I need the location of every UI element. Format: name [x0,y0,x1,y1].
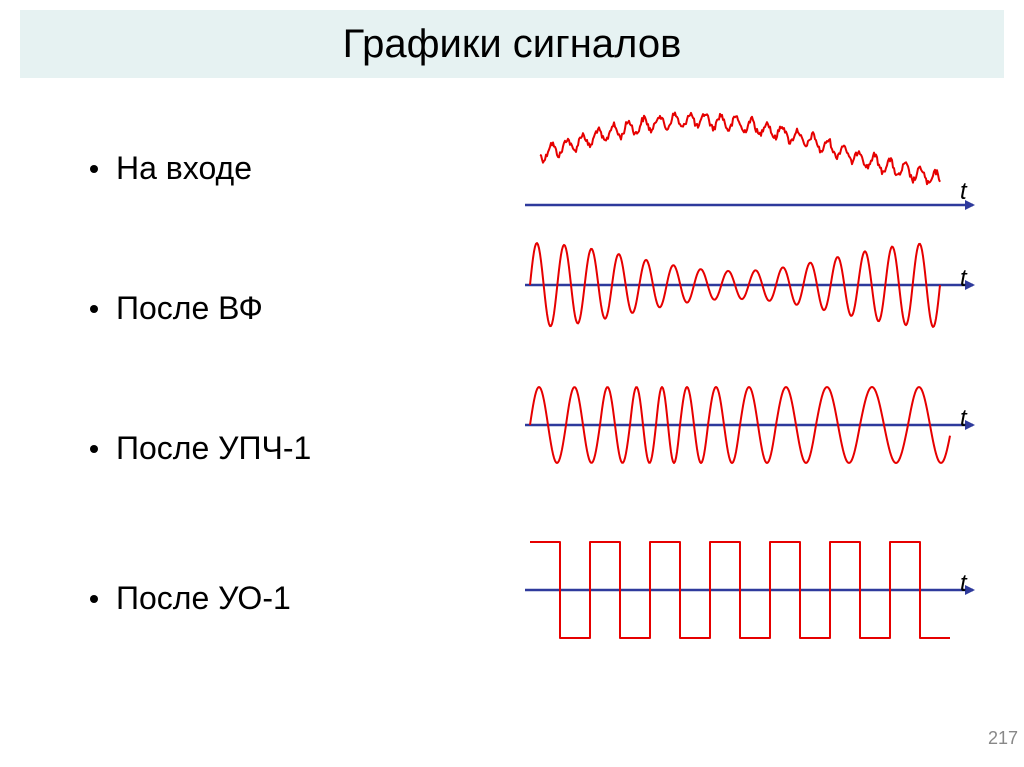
page-title: Графики сигналов [343,22,682,67]
graph-uo1: t [520,530,990,660]
graph-svg [520,235,990,345]
bullet-item: После УПЧ-1 [90,430,311,467]
bullet-item: На входе [90,150,252,187]
axis-label: t [960,570,967,598]
graphs-area: t t t t [520,100,990,680]
time-axis [525,200,975,210]
bullet-dot-icon [90,305,98,313]
slide: Графики сигналов На входе После ВФ После У… [0,0,1024,767]
axis-label: t [960,405,967,433]
graph-svg [520,380,990,490]
bullet-dot-icon [90,595,98,603]
bullet-label: После ВФ [116,290,263,327]
bullet-label: После УПЧ-1 [116,430,311,467]
graph-input: t [520,100,990,220]
signal-path [540,113,940,185]
graph-vf: t [520,235,990,345]
bullet-dot-icon [90,165,98,173]
title-bar: Графики сигналов [20,10,1004,78]
page-number: 217 [988,728,1018,749]
bullet-item: После ВФ [90,290,263,327]
axis-label: t [960,265,967,293]
graph-upch1: t [520,380,990,490]
bullet-label: На входе [116,150,252,187]
time-axis [525,585,975,595]
bullet-label: После УО-1 [116,580,291,617]
graph-svg [520,100,990,220]
graph-svg [520,530,990,660]
bullet-item: После УО-1 [90,580,291,617]
bullet-dot-icon [90,445,98,453]
axis-label: t [960,178,967,206]
